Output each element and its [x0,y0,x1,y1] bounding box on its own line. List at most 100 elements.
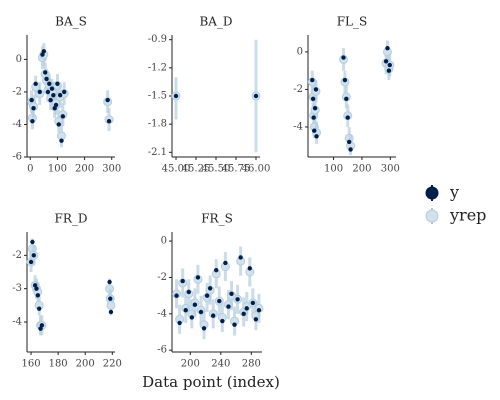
y-tick-label: -2 [12,86,22,97]
y-point [247,266,252,271]
y-point [220,318,225,324]
y-point [241,311,246,317]
y-point [180,278,185,284]
x-tick-label: 46.00 [242,164,271,175]
y-point [183,307,188,313]
panel-title: FR_D [55,212,88,226]
y-point [238,255,243,260]
y-point [345,115,350,120]
x-tick-label: 280 [242,359,261,370]
y-point [229,291,234,297]
y-point [56,122,61,127]
y-point [214,267,219,273]
y-tick-label: -3 [12,283,22,294]
y-point [108,309,114,315]
y-point [223,260,228,266]
x-tick-label: 45.50 [202,164,231,175]
y-point [314,134,319,139]
y-point [201,326,207,331]
y-point [385,45,390,51]
y-tick-label: 0 [297,46,303,57]
y-point [189,315,195,320]
y-point [39,323,45,328]
y-point [37,89,42,95]
panel-title: BA_S [55,15,87,29]
y-point [235,297,240,302]
y-point [253,317,259,322]
y-point [38,326,43,331]
y-point [207,286,213,291]
y-point [32,283,38,288]
y-point [33,81,38,87]
y-point [217,298,222,304]
y-point [244,306,249,311]
legend-label: yrep [449,206,486,225]
x-tick-label: 300 [102,164,121,175]
y-tick-label: -0.9 [148,34,167,45]
y-point [47,81,52,87]
x-tick-label: 240 [211,359,230,370]
x-tick-label: 45.00 [162,164,191,175]
panel-title: BA_D [199,15,232,29]
y-point [28,259,34,265]
y-tick-label: -4 [12,119,22,130]
y-point [57,92,63,98]
y-point [30,119,35,124]
y-point [55,81,60,87]
y-point [250,300,256,306]
y-point [344,96,349,102]
panel-title: FL_S [337,15,368,29]
y-point [106,119,112,124]
y-point [313,87,319,92]
x-tick-label: 45.75 [222,164,251,175]
y-point [348,147,353,152]
y-point [35,293,41,298]
x-tick-label: 100 [324,164,343,175]
legend-label: y [449,183,459,202]
y-point [53,102,59,108]
x-tick-label: 300 [381,164,400,175]
y-point [41,49,47,54]
y-point [310,77,315,83]
x-tick-label: 45.25 [182,164,211,175]
y-point [312,106,318,111]
legend-marker [425,209,439,223]
y-tick-label: -4 [157,308,167,319]
y-point [386,68,392,73]
panel-title: FR_S [201,212,233,226]
y-point [342,77,348,83]
y-point [195,275,201,280]
y-tick-label: 0 [16,54,22,65]
x-tick-label: 200 [75,164,94,175]
y-point [49,86,55,91]
y-point [346,139,352,145]
y-point [173,93,179,99]
y-tick-label: -4 [12,317,22,328]
y-point [256,307,262,313]
x-tick-label: 220 [103,359,122,370]
x-tick-label: 100 [48,164,67,175]
y-point [232,322,237,327]
y-point [45,89,51,95]
x-tick-label: 180 [49,359,68,370]
y-point [383,59,389,64]
y-point [62,89,67,95]
x-tick-label: 200 [76,359,95,370]
y-point [204,293,210,298]
yrep-point [106,300,116,310]
x-tick-label: 0 [27,164,33,175]
y-tick-label: -1.5 [148,91,167,102]
y-point [311,115,316,120]
y-point [312,128,317,133]
y-point [42,70,48,75]
y-point [31,253,36,258]
y-tick-label: -2 [293,84,303,95]
y-point [192,302,198,307]
y-tick-label: -2.1 [148,147,167,158]
x-tick-label: 200 [352,164,371,175]
y-point [108,296,113,301]
y-tick-label: -2 [157,272,167,283]
y-point [31,106,36,111]
y-point [59,138,64,143]
